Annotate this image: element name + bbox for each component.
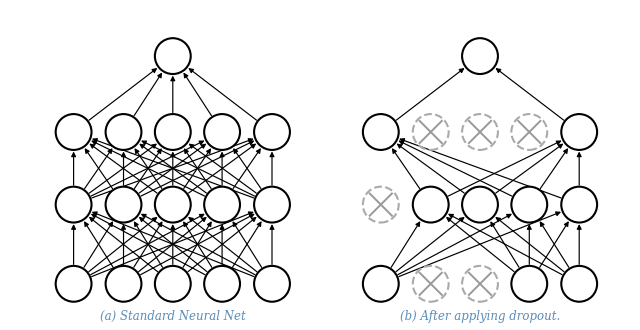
Ellipse shape (155, 38, 191, 74)
Ellipse shape (56, 187, 92, 222)
Ellipse shape (511, 266, 547, 302)
Ellipse shape (204, 187, 240, 222)
Ellipse shape (254, 114, 290, 150)
Ellipse shape (511, 187, 547, 222)
Ellipse shape (155, 187, 191, 222)
Ellipse shape (106, 266, 141, 302)
Ellipse shape (363, 266, 399, 302)
Ellipse shape (254, 266, 290, 302)
Ellipse shape (254, 187, 290, 222)
Ellipse shape (363, 114, 399, 150)
Ellipse shape (413, 187, 449, 222)
Ellipse shape (56, 114, 92, 150)
Ellipse shape (106, 187, 141, 222)
Ellipse shape (204, 114, 240, 150)
Ellipse shape (204, 266, 240, 302)
Ellipse shape (462, 38, 498, 74)
Ellipse shape (561, 266, 597, 302)
Ellipse shape (56, 266, 92, 302)
Ellipse shape (155, 114, 191, 150)
Ellipse shape (561, 114, 597, 150)
Ellipse shape (561, 187, 597, 222)
Ellipse shape (106, 114, 141, 150)
Text: (a) Standard Neural Net: (a) Standard Neural Net (100, 310, 246, 323)
Text: (b) After applying dropout.: (b) After applying dropout. (400, 310, 560, 323)
Ellipse shape (462, 187, 498, 222)
Ellipse shape (155, 266, 191, 302)
